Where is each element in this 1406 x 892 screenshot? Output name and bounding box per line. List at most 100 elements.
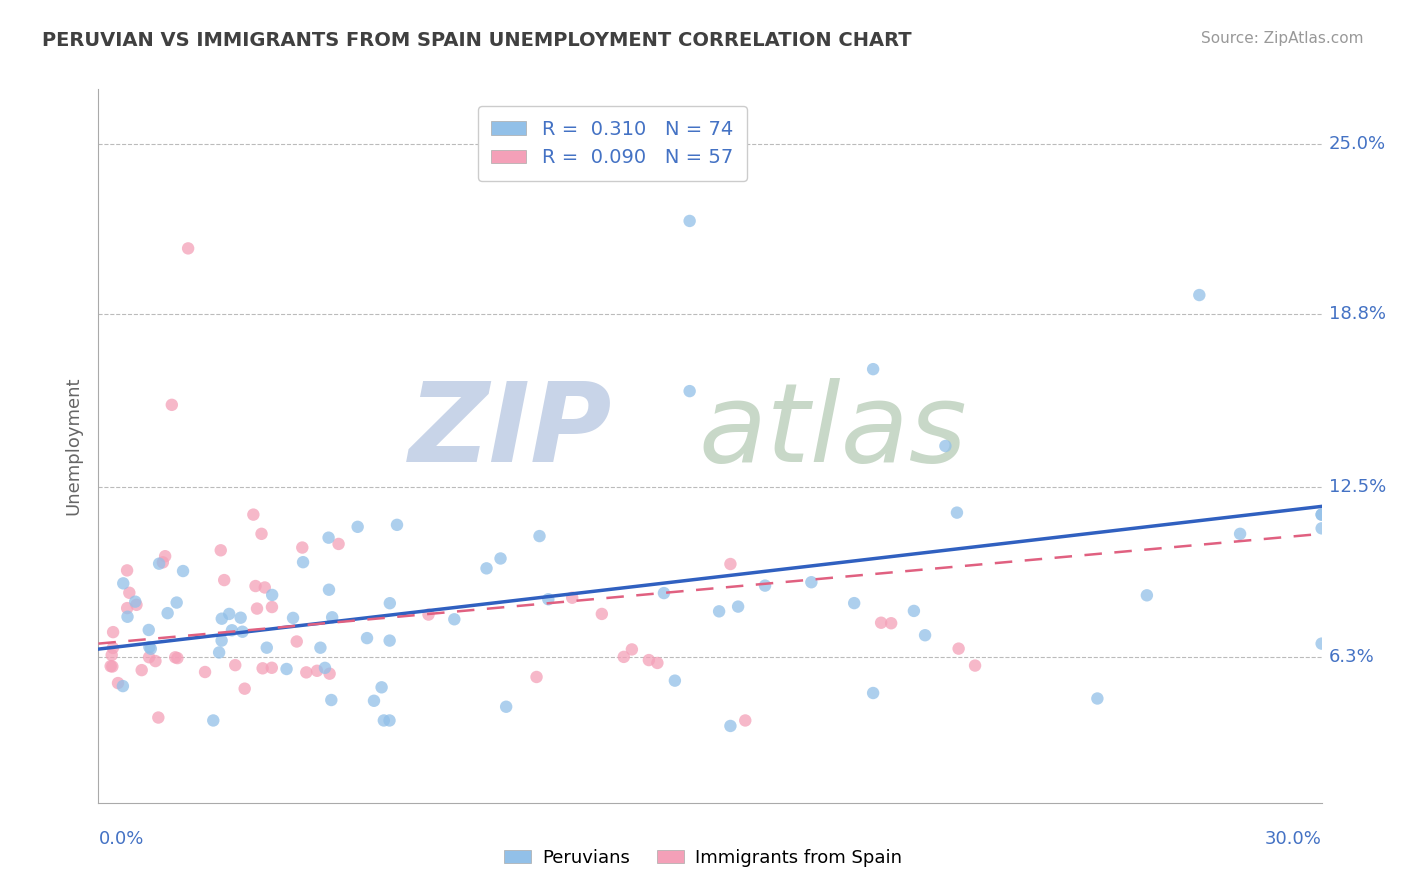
- Point: [647, 656, 669, 670]
- Point: [138, 650, 160, 665]
- Point: [152, 555, 174, 569]
- Point: [252, 661, 274, 675]
- Point: [260, 600, 283, 615]
- Point: [202, 714, 225, 728]
- Point: [172, 564, 194, 578]
- Point: [727, 599, 749, 614]
- Point: [903, 604, 925, 618]
- Point: [385, 517, 408, 532]
- Point: [946, 506, 969, 520]
- Point: [145, 654, 167, 668]
- Point: [318, 582, 340, 597]
- Point: [285, 634, 308, 648]
- Point: [378, 714, 401, 728]
- Point: [318, 666, 340, 681]
- Point: [111, 679, 134, 693]
- Point: [262, 588, 284, 602]
- Point: [224, 658, 246, 673]
- Text: 6.3%: 6.3%: [1329, 648, 1375, 666]
- Point: [112, 576, 135, 591]
- Point: [1310, 508, 1333, 522]
- Point: [718, 557, 742, 571]
- Point: [613, 649, 636, 664]
- Text: 0.0%: 0.0%: [98, 830, 143, 848]
- Point: [209, 543, 232, 558]
- Point: [212, 573, 235, 587]
- Point: [318, 531, 340, 545]
- Point: [221, 624, 243, 638]
- Point: [292, 555, 315, 569]
- Point: [211, 633, 233, 648]
- Point: [246, 601, 269, 615]
- Point: [370, 681, 392, 695]
- Point: [356, 631, 378, 645]
- Point: [231, 624, 253, 639]
- Point: [124, 594, 146, 608]
- Point: [1310, 521, 1333, 535]
- Point: [148, 710, 170, 724]
- Point: [115, 601, 138, 615]
- Point: [862, 686, 884, 700]
- Point: [100, 659, 122, 673]
- Point: [218, 607, 240, 621]
- Point: [495, 699, 517, 714]
- Point: [800, 575, 823, 590]
- Point: [620, 642, 643, 657]
- Point: [965, 658, 987, 673]
- Point: [156, 606, 179, 620]
- Point: [1188, 288, 1211, 302]
- Point: [309, 640, 332, 655]
- Legend: R =  0.310   N = 74, R =  0.090   N = 57: R = 0.310 N = 74, R = 0.090 N = 57: [478, 106, 747, 181]
- Point: [664, 673, 686, 688]
- Point: [373, 714, 395, 728]
- Point: [321, 693, 343, 707]
- Point: [948, 641, 970, 656]
- Point: [652, 586, 675, 600]
- Text: 18.8%: 18.8%: [1329, 305, 1386, 323]
- Point: [101, 625, 124, 640]
- Point: [229, 611, 252, 625]
- Point: [1136, 588, 1159, 602]
- Point: [153, 549, 176, 564]
- Point: [139, 641, 162, 656]
- Point: [260, 661, 283, 675]
- Point: [561, 591, 583, 605]
- Point: [291, 541, 314, 555]
- Point: [591, 607, 613, 621]
- Text: PERUVIAN VS IMMIGRANTS FROM SPAIN UNEMPLOYMENT CORRELATION CHART: PERUVIAN VS IMMIGRANTS FROM SPAIN UNEMPL…: [42, 31, 912, 50]
- Point: [537, 592, 560, 607]
- Point: [526, 670, 548, 684]
- Point: [328, 537, 350, 551]
- Point: [253, 581, 276, 595]
- Point: [734, 714, 756, 728]
- Point: [295, 665, 318, 680]
- Point: [101, 640, 124, 655]
- Point: [276, 662, 298, 676]
- Point: [194, 665, 217, 679]
- Point: [914, 628, 936, 642]
- Text: atlas: atlas: [697, 378, 967, 485]
- Point: [934, 439, 956, 453]
- Point: [305, 664, 328, 678]
- Point: [475, 561, 498, 575]
- Point: [1085, 691, 1108, 706]
- Point: [679, 214, 702, 228]
- Point: [1310, 508, 1333, 522]
- Point: [250, 526, 273, 541]
- Point: [256, 640, 278, 655]
- Point: [679, 384, 702, 398]
- Text: 12.5%: 12.5%: [1329, 478, 1386, 496]
- Point: [844, 596, 866, 610]
- Point: [870, 615, 893, 630]
- Point: [378, 633, 401, 648]
- Point: [707, 604, 730, 618]
- Point: [321, 610, 343, 624]
- Point: [862, 362, 884, 376]
- Point: [118, 586, 141, 600]
- Point: [131, 663, 153, 677]
- Point: [718, 719, 742, 733]
- Point: [637, 653, 661, 667]
- Point: [117, 609, 139, 624]
- Point: [115, 563, 138, 577]
- Point: [754, 579, 776, 593]
